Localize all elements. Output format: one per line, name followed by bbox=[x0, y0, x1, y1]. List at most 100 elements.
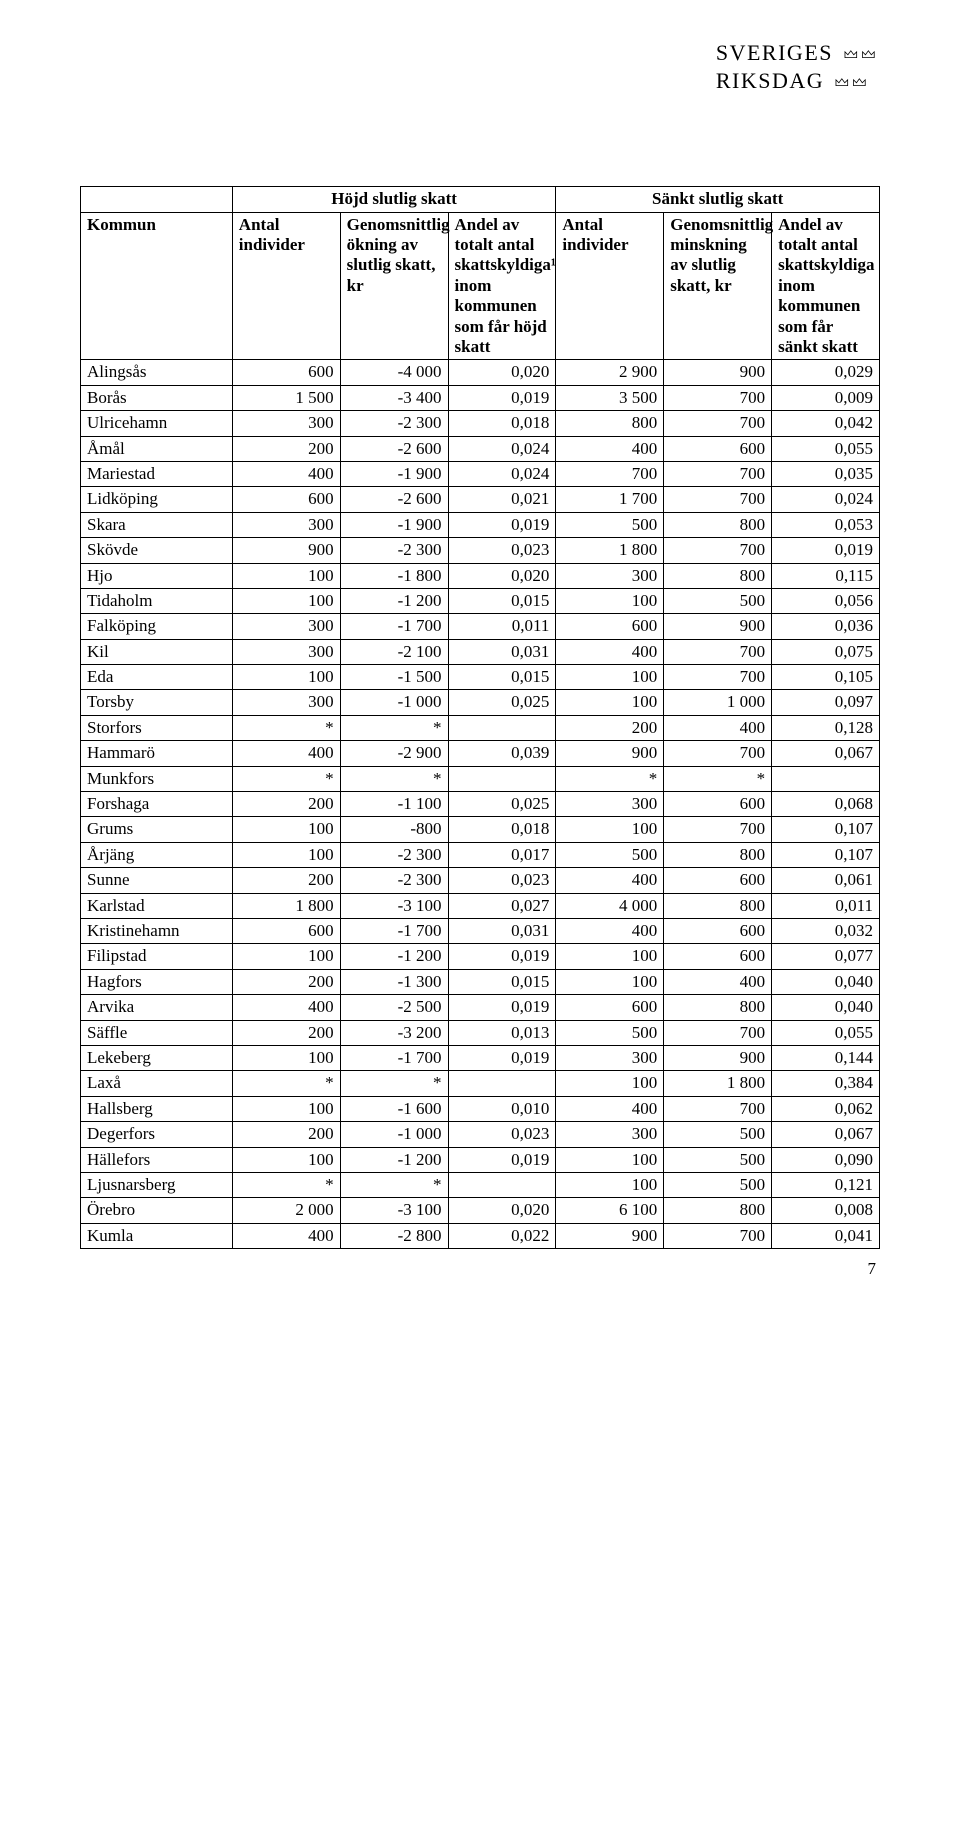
cell-value: 600 bbox=[664, 868, 772, 893]
cell-value: 400 bbox=[232, 1223, 340, 1248]
table-row: Forshaga200-1 1000,0253006000,068 bbox=[81, 792, 880, 817]
cell-value: 3 500 bbox=[556, 385, 664, 410]
logo-line1: SVERIGES bbox=[716, 40, 833, 65]
cell-kommun: Hagfors bbox=[81, 969, 233, 994]
cell-kommun: Alingsås bbox=[81, 360, 233, 385]
cell-value: -1 200 bbox=[340, 1147, 448, 1172]
cell-value: 4 000 bbox=[556, 893, 664, 918]
cell-kommun: Tidaholm bbox=[81, 588, 233, 613]
crown-icon bbox=[835, 70, 871, 96]
cell-value: 0,039 bbox=[448, 741, 556, 766]
cell-value: * bbox=[556, 766, 664, 791]
cell-value: -2 300 bbox=[340, 868, 448, 893]
cell-value: -1 800 bbox=[340, 563, 448, 588]
col-h-antal: Antal individer bbox=[232, 212, 340, 360]
cell-kommun: Forshaga bbox=[81, 792, 233, 817]
cell-value: 0,015 bbox=[448, 969, 556, 994]
cell-value: 200 bbox=[232, 969, 340, 994]
cell-value: * bbox=[340, 1071, 448, 1096]
cell-value: 800 bbox=[664, 512, 772, 537]
cell-value: 500 bbox=[664, 1147, 772, 1172]
cell-value bbox=[448, 1172, 556, 1197]
cell-kommun: Årjäng bbox=[81, 842, 233, 867]
cell-value: 0,027 bbox=[448, 893, 556, 918]
group-header-left: Höjd slutlig skatt bbox=[232, 187, 556, 212]
tax-table: Höjd slutlig skatt Sänkt slutlig skatt K… bbox=[80, 186, 880, 1249]
cell-value: * bbox=[340, 766, 448, 791]
table-row: Alingsås600-4 0000,0202 9009000,029 bbox=[81, 360, 880, 385]
cell-value: 1 800 bbox=[664, 1071, 772, 1096]
cell-kommun: Skara bbox=[81, 512, 233, 537]
cell-kommun: Hjo bbox=[81, 563, 233, 588]
table-row: Mariestad400-1 9000,0247007000,035 bbox=[81, 461, 880, 486]
cell-value: 0,013 bbox=[448, 1020, 556, 1045]
cell-value: 300 bbox=[232, 690, 340, 715]
cell-value: * bbox=[232, 715, 340, 740]
cell-value: 100 bbox=[556, 1071, 664, 1096]
table-row: Hammarö400-2 9000,0399007000,067 bbox=[81, 741, 880, 766]
cell-value: 0,019 bbox=[448, 1147, 556, 1172]
cell-value: 100 bbox=[232, 1147, 340, 1172]
cell-value: 0,023 bbox=[448, 538, 556, 563]
cell-value: 700 bbox=[664, 1096, 772, 1121]
cell-value: -800 bbox=[340, 817, 448, 842]
cell-value: 500 bbox=[664, 1122, 772, 1147]
cell-value: -2 800 bbox=[340, 1223, 448, 1248]
cell-value: 400 bbox=[232, 741, 340, 766]
cell-value: 100 bbox=[556, 817, 664, 842]
cell-value: 0,019 bbox=[448, 512, 556, 537]
cell-value: 900 bbox=[664, 1045, 772, 1070]
table-row: Kristinehamn600-1 7000,0314006000,032 bbox=[81, 919, 880, 944]
cell-value: 900 bbox=[664, 360, 772, 385]
cell-value: 400 bbox=[556, 1096, 664, 1121]
cell-kommun: Åmål bbox=[81, 436, 233, 461]
cell-value: 700 bbox=[664, 741, 772, 766]
logo-line2: RIKSDAG bbox=[716, 68, 824, 93]
cell-value: -1 700 bbox=[340, 614, 448, 639]
cell-kommun: Hammarö bbox=[81, 741, 233, 766]
cell-value: 0,019 bbox=[448, 995, 556, 1020]
cell-value: 100 bbox=[232, 842, 340, 867]
cell-value: 1 800 bbox=[232, 893, 340, 918]
table-row: Eda100-1 5000,0151007000,105 bbox=[81, 665, 880, 690]
cell-value: 200 bbox=[232, 868, 340, 893]
cell-value: 700 bbox=[664, 639, 772, 664]
cell-value: 0,011 bbox=[772, 893, 880, 918]
cell-value: -1 300 bbox=[340, 969, 448, 994]
cell-value: 2 000 bbox=[232, 1198, 340, 1223]
blank-header bbox=[81, 187, 233, 212]
cell-value: * bbox=[340, 715, 448, 740]
cell-value: 0,097 bbox=[772, 690, 880, 715]
table-body: Alingsås600-4 0000,0202 9009000,029Borås… bbox=[81, 360, 880, 1249]
cell-value: 100 bbox=[232, 665, 340, 690]
cell-value: 800 bbox=[556, 411, 664, 436]
crown-icon bbox=[844, 42, 880, 68]
cell-value bbox=[448, 1071, 556, 1096]
cell-value: * bbox=[232, 1071, 340, 1096]
cell-value: 0,032 bbox=[772, 919, 880, 944]
table-row: Kil300-2 1000,0314007000,075 bbox=[81, 639, 880, 664]
cell-kommun: Mariestad bbox=[81, 461, 233, 486]
cell-kommun: Ulricehamn bbox=[81, 411, 233, 436]
cell-value: -1 200 bbox=[340, 588, 448, 613]
cell-value: 0,384 bbox=[772, 1071, 880, 1096]
cell-value: 500 bbox=[556, 842, 664, 867]
cell-value: 600 bbox=[232, 919, 340, 944]
cell-kommun: Falköping bbox=[81, 614, 233, 639]
cell-value: 0,017 bbox=[448, 842, 556, 867]
cell-kommun: Torsby bbox=[81, 690, 233, 715]
col-h-okning: Genomsnittlig ökning av slutlig skatt, k… bbox=[340, 212, 448, 360]
cell-value: 600 bbox=[664, 944, 772, 969]
cell-value: 0,020 bbox=[448, 360, 556, 385]
cell-value: 0,041 bbox=[772, 1223, 880, 1248]
cell-value: 0,067 bbox=[772, 1122, 880, 1147]
table-row: Hällefors100-1 2000,0191005000,090 bbox=[81, 1147, 880, 1172]
cell-value: -1 700 bbox=[340, 919, 448, 944]
cell-value: 0,107 bbox=[772, 842, 880, 867]
cell-value: 500 bbox=[664, 588, 772, 613]
cell-value: -1 000 bbox=[340, 1122, 448, 1147]
cell-value: 300 bbox=[232, 512, 340, 537]
cell-value: -1 200 bbox=[340, 944, 448, 969]
group-header-row: Höjd slutlig skatt Sänkt slutlig skatt bbox=[81, 187, 880, 212]
cell-kommun: Skövde bbox=[81, 538, 233, 563]
